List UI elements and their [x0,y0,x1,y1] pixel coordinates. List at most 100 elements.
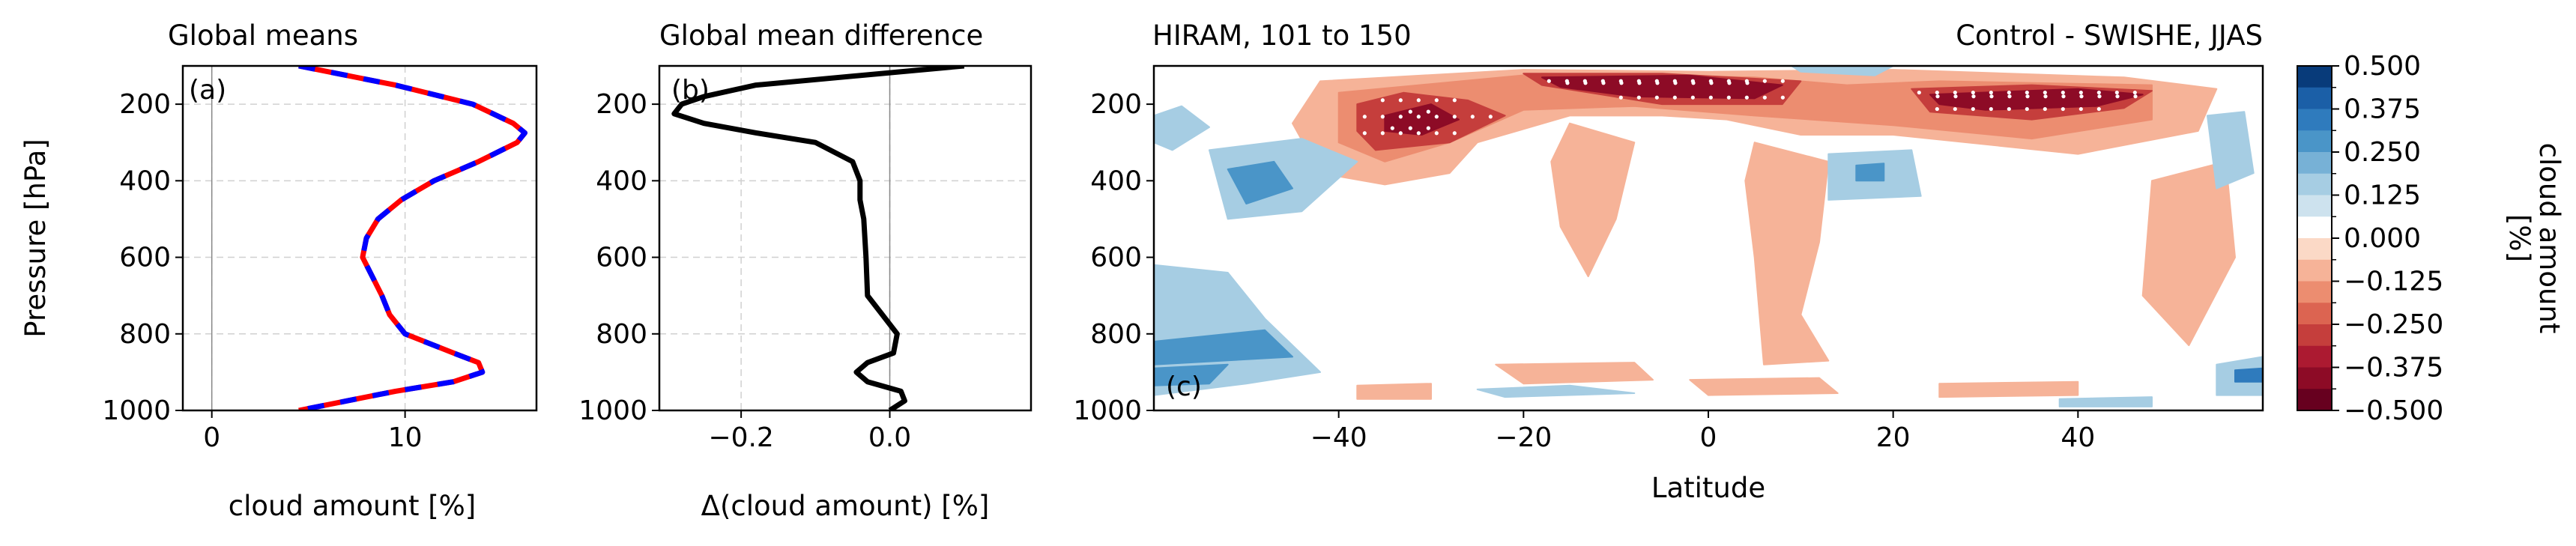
x-ticks-b: −0.2 0.0 [708,410,911,453]
y-tick-label: 800 [119,319,171,350]
x-axis-label-c: Latitude [1651,472,1765,504]
contour-region-20 [1154,329,1293,365]
stipple-dot [1953,94,1958,99]
stipple-dot [1470,115,1475,119]
stipple-dot [1426,126,1430,130]
colorbar-band [2297,367,2332,389]
colorbar-label: cloud amount[%] [2503,143,2566,334]
colorbar-tick-label: 0.125 [2344,181,2421,211]
colorbar-band [2297,324,2332,347]
stipple-dot [2079,94,2084,99]
contour-region-19 [1227,160,1293,204]
contour-region-9 [1744,142,1830,365]
stipple-dot [1690,95,1695,100]
colorbar-bands [2297,66,2332,411]
stipple-dot [1362,131,1367,136]
stipple-dot [2007,94,2012,99]
stipple-dot [1780,95,1785,100]
contour-region-15 [1938,380,2079,398]
stipple-dot [1408,126,1412,130]
y-ticks-a: 200 400 600 800 1000 [102,89,183,426]
colorbar-label-line: cloud amount [2533,143,2566,334]
stipple-dot [1655,81,1660,85]
y-tick-label: 1000 [102,395,171,426]
stipple-dot [1398,98,1403,103]
stipple-dot [2115,94,2120,99]
stipple-dot [1935,90,1939,95]
contour-region-26 [2234,367,2263,383]
stipple-dot [1619,81,1624,85]
stipple-dot [1452,115,1457,119]
stipple-dot [1583,81,1588,85]
stipple-dot [1408,109,1412,114]
colorbar-tick-label: −0.125 [2344,267,2443,297]
panel-label-a: (a) [189,75,226,106]
colorbar-band [2297,345,2332,368]
stipple-dot [2061,106,2065,112]
stipple-dot [1398,131,1403,136]
stipple-dot [1362,115,1367,119]
x-tick-label: 0.0 [868,422,911,453]
x-tick-label: 40 [2061,422,2095,453]
significance-stippling [1362,79,2138,136]
stipple-dot [1727,81,1732,85]
x-tick-label: 0 [203,422,220,453]
stipple-dot [1971,106,1975,112]
colorbar-band [2297,195,2332,217]
contour-region-13 [1689,377,1839,396]
stipple-dot [1380,98,1385,103]
stipple-dot [2025,94,2030,99]
y-tick-label: 600 [596,243,647,273]
colorbar-band [2297,109,2332,131]
stipple-dot [1636,95,1641,100]
contour-region-12 [1495,362,1654,385]
stipple-dot [1971,94,1976,99]
y-tick-label: 200 [596,89,647,120]
stipple-dot [2078,106,2083,112]
y-tick-label: 200 [1090,89,1142,120]
x-ticks-c: −40 −20 0 20 40 [1310,410,2095,453]
stipple-dot [2061,90,2065,95]
stipple-dot [2096,90,2101,95]
colorbar-tick-label: 0.250 [2344,137,2421,168]
stipple-dot [1708,95,1713,100]
stipple-dot [2025,90,2029,95]
y-tick-label: 800 [596,319,647,350]
y-tick-label: 1000 [578,395,647,426]
y-tick-label: 400 [596,166,647,196]
y-tick-label: 600 [1090,243,1142,273]
x-tick-label: −0.2 [708,422,773,453]
y-ticks-c: 200 400 600 800 1000 [1073,89,1154,426]
colorbar-band [2297,152,2332,175]
panel-global-mean-difference: Global mean difference −0.2 0.0 200 400 600… [578,19,1032,522]
x-tick-label: 20 [1876,422,1911,453]
stipple-dot [1452,131,1457,136]
contour-region-23 [1855,163,1885,182]
contour-region-6 [1384,103,1460,136]
stipple-dot [1935,94,1940,99]
stipple-dot [1434,98,1439,103]
stipple-dot [1488,115,1493,119]
stipple-dot [2061,94,2066,99]
panel-latitude-pressure-contour: HIRAM, 101 to 150 Control - SWISHE, JJAS… [1073,19,2264,504]
stipple-dot [2043,106,2047,112]
stipple-dot [2043,94,2048,99]
grid-lines [183,66,536,411]
title-control-swishe: Control - SWISHE, JJAS [1956,19,2263,52]
title-global-means: Global means [168,19,358,52]
stipple-dot [1618,95,1623,100]
y-axis-label: Pressure [hPa] [19,139,52,337]
colorbar-band [2297,281,2332,303]
stipple-dot [1935,106,1939,112]
colorbar-band [2297,87,2332,109]
x-tick-label: −20 [1495,422,1552,453]
stipple-dot [2025,106,2029,112]
stipple-dot [1971,90,1975,95]
x-axis-label-b: Δ(cloud amount) [%] [701,490,990,522]
y-tick-label: 1000 [1073,395,1142,426]
stipple-dot [1416,115,1421,119]
stipple-dot [1380,131,1385,136]
stipple-dot [2007,106,2011,112]
colorbar-tick-label: −0.250 [2344,309,2443,340]
colorbar: 0.500 0.375 0.250 0.125 0.000 −0.125 −0.250 −0.… [2297,51,2566,426]
